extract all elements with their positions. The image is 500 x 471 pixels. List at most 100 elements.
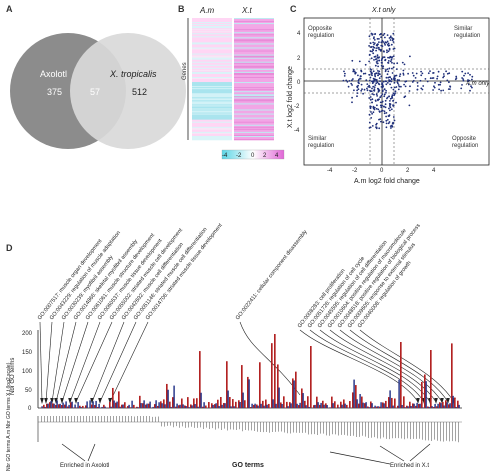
scatter-point bbox=[371, 98, 374, 101]
scatter-point bbox=[346, 80, 349, 83]
venn-diagram: Axolotl X. tropicalis 375 57 512 bbox=[10, 33, 186, 149]
scatter-point bbox=[420, 74, 423, 77]
go-bar-blue bbox=[458, 404, 460, 408]
scatter-point bbox=[373, 86, 376, 88]
go-bar-red bbox=[409, 401, 411, 408]
heatmap-cell bbox=[234, 73, 274, 76]
go-terms-chart: GO:0007517: muscle organ developmentGO:0… bbox=[6, 222, 462, 471]
scatter-point bbox=[416, 88, 419, 91]
heatmap-cell bbox=[192, 69, 232, 72]
heatmap-cell bbox=[192, 72, 232, 75]
scatter-point bbox=[377, 88, 380, 91]
heatmap-cell bbox=[234, 33, 274, 35]
heatmap-cell bbox=[234, 97, 274, 99]
go-bar-red bbox=[394, 398, 396, 408]
scatter-point bbox=[379, 118, 382, 120]
heatmap-cell bbox=[234, 136, 274, 139]
venn-count-overlap: 57 bbox=[90, 87, 100, 97]
go-bar-red bbox=[133, 404, 135, 408]
heatmap-cell bbox=[192, 42, 232, 44]
heatmap-cell bbox=[234, 62, 274, 65]
scatter-point bbox=[379, 101, 382, 104]
go-bar-red bbox=[280, 402, 282, 408]
heatmap-cell bbox=[234, 116, 274, 118]
scatter-point bbox=[389, 80, 391, 82]
scatter-point bbox=[371, 93, 374, 95]
scatter-point bbox=[386, 49, 388, 52]
heatmap-cell bbox=[192, 77, 232, 80]
scatter-point bbox=[381, 104, 383, 107]
go-bar-blue bbox=[128, 404, 130, 408]
heatmap-cell bbox=[234, 37, 274, 39]
go-bar-red bbox=[91, 404, 93, 408]
scatter-point bbox=[377, 43, 379, 46]
go-bar-red bbox=[310, 346, 312, 408]
heatmap-cell bbox=[234, 126, 274, 129]
go-bar-red bbox=[178, 405, 180, 408]
scatter-point bbox=[404, 95, 407, 98]
scatter-point bbox=[438, 88, 440, 91]
scatter-point bbox=[392, 66, 395, 69]
scatter-point bbox=[356, 85, 358, 88]
heatmap-cell bbox=[192, 138, 232, 141]
scatter-point bbox=[448, 72, 451, 75]
heatmap-cell bbox=[192, 49, 232, 51]
heatmap-cell bbox=[192, 115, 232, 117]
scatter-point bbox=[396, 79, 399, 81]
scatter-plot: X.t only A.m only Opposite regulation Sim… bbox=[287, 7, 490, 185]
heatmap-cell bbox=[192, 132, 232, 135]
go-bar-red bbox=[451, 343, 453, 408]
heatmap-cell bbox=[192, 131, 232, 134]
scatter-point bbox=[385, 76, 388, 79]
heatmap-cell bbox=[192, 51, 232, 53]
scatter-point bbox=[378, 83, 381, 86]
scatter-point bbox=[393, 119, 396, 122]
heatmap-cell bbox=[234, 90, 274, 92]
scatter-point bbox=[375, 82, 378, 85]
scatter-point bbox=[356, 89, 358, 92]
scatter-point bbox=[373, 80, 375, 82]
heatmap-cell bbox=[192, 21, 232, 23]
heatmap-cell bbox=[234, 43, 274, 45]
scatter-point bbox=[461, 70, 464, 73]
scatter-point bbox=[372, 107, 375, 110]
go-bar-blue bbox=[302, 393, 304, 408]
scatter-point bbox=[392, 100, 394, 102]
go-bar-blue bbox=[170, 406, 172, 408]
go-bar-red bbox=[361, 396, 363, 408]
go-bar-red bbox=[253, 404, 255, 408]
scatter-point bbox=[431, 77, 434, 79]
heatmap-scale-bar bbox=[221, 149, 285, 160]
go-arrow bbox=[109, 321, 149, 403]
heatmap-cell bbox=[192, 91, 232, 93]
heatmap-cell bbox=[192, 136, 232, 139]
heatmap-cell bbox=[192, 97, 232, 99]
scatter-point bbox=[371, 87, 373, 90]
heatmap-cell bbox=[234, 64, 274, 67]
scatter-point bbox=[370, 69, 373, 71]
scatter-point bbox=[381, 39, 384, 42]
heatmap-scale-tick: -4 bbox=[222, 153, 228, 159]
go-bar-red bbox=[172, 397, 174, 408]
scatter-point bbox=[383, 42, 386, 45]
scatter-point bbox=[398, 75, 401, 78]
go-bar-red bbox=[70, 402, 72, 408]
scatter-point bbox=[345, 79, 348, 82]
scatter-point bbox=[467, 72, 469, 74]
heatmap-cell bbox=[192, 83, 232, 85]
heatmap-cell bbox=[234, 124, 274, 127]
go-bar-blue bbox=[47, 403, 49, 408]
heatmap-cell bbox=[192, 105, 232, 107]
heatmap-cell bbox=[192, 103, 232, 105]
heatmap-cell bbox=[192, 27, 232, 29]
go-bar-blue bbox=[179, 404, 181, 408]
heatmap-cell bbox=[234, 22, 274, 24]
scatter-point bbox=[439, 83, 441, 86]
heatmap-cell bbox=[234, 69, 274, 72]
go-bar-red bbox=[244, 400, 246, 408]
scatter-point bbox=[378, 48, 380, 51]
scatter-point bbox=[402, 74, 405, 76]
heatmap-cell bbox=[234, 49, 274, 51]
scatter-point bbox=[353, 89, 355, 92]
go-bar-blue bbox=[182, 404, 184, 408]
